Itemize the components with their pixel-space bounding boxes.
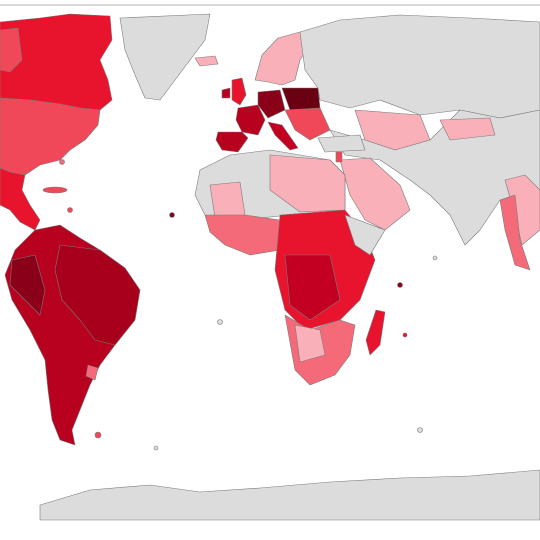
mongolia	[439, 117, 496, 141]
italy	[267, 121, 299, 151]
ireland	[221, 87, 231, 99]
island	[397, 282, 403, 288]
mexico	[0, 167, 41, 231]
island	[67, 207, 73, 213]
island	[153, 445, 159, 451]
uk	[231, 77, 247, 106]
congo	[284, 254, 341, 321]
island	[402, 332, 408, 338]
island	[169, 212, 175, 218]
madagascar	[365, 309, 386, 356]
antarctica	[39, 469, 540, 521]
horn	[344, 214, 386, 256]
arabia	[339, 157, 411, 231]
island	[432, 255, 438, 261]
uruguay	[85, 364, 99, 381]
falklands	[94, 431, 102, 439]
russia	[299, 14, 540, 119]
israel	[335, 151, 343, 163]
germany	[257, 89, 286, 119]
namibia	[294, 324, 326, 363]
iceland	[194, 55, 219, 67]
mauritania	[209, 181, 246, 219]
turkey	[317, 134, 366, 153]
cuba	[42, 186, 68, 194]
iberia	[215, 131, 249, 153]
brazil	[54, 244, 141, 346]
alaska	[0, 27, 23, 73]
peru	[9, 254, 46, 316]
island	[217, 319, 223, 325]
island	[59, 159, 65, 165]
se-asia	[499, 194, 531, 271]
west-africa	[204, 214, 281, 256]
balkans	[284, 107, 331, 141]
island	[417, 427, 423, 433]
greenland	[119, 13, 211, 101]
